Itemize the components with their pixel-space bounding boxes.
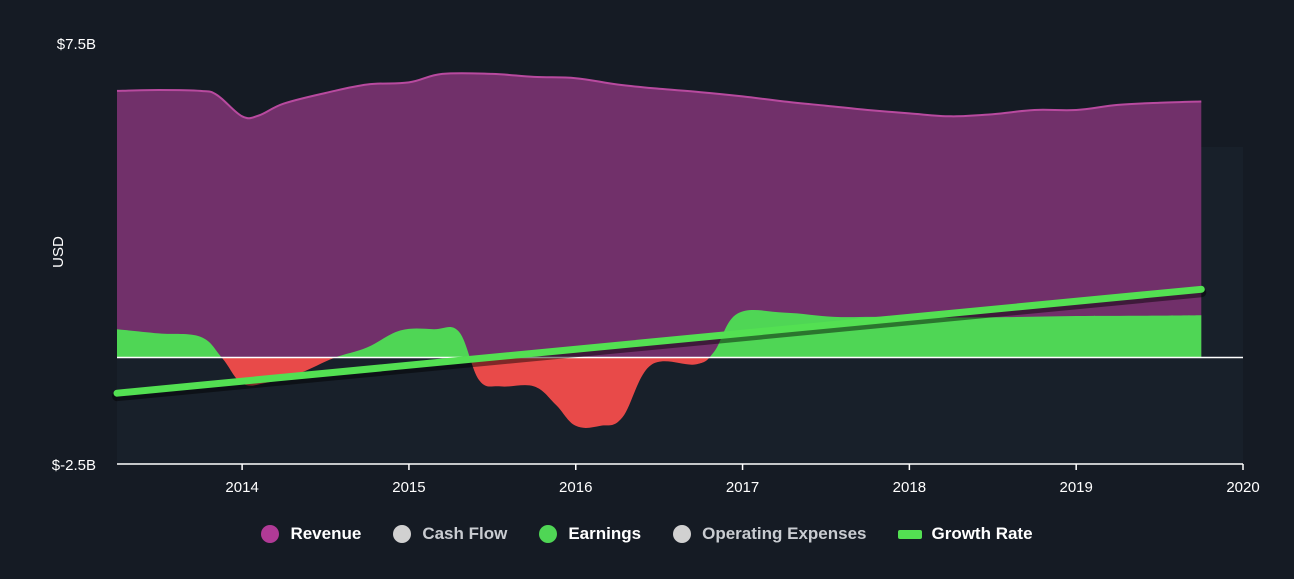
x-tick-label: 2014 (225, 479, 258, 496)
legend-label-cash-flow: Cash Flow (422, 524, 508, 543)
legend-item-earnings[interactable]: Earnings (539, 524, 641, 544)
legend-item-revenue[interactable]: Revenue (261, 524, 361, 544)
revenue-line (116, 72, 1202, 120)
legend-label-growth-rate: Growth Rate (931, 524, 1033, 543)
y-axis-label: USD (50, 236, 67, 268)
x-tick-label: 2018 (893, 479, 926, 496)
chart-plot: 2014 2015 2016 2017 2018 2019 2020 $7.5B $-2.5… (50, 36, 1260, 496)
x-tick-label: 2015 (392, 479, 425, 496)
legend-item-cash-flow[interactable]: Cash Flow (393, 524, 507, 544)
legend-item-operating-expenses[interactable]: Operating Expenses (673, 524, 866, 544)
legend-dot-operating-expenses (673, 525, 692, 543)
legend-label-revenue: Revenue (290, 524, 362, 543)
legend-dot-revenue (261, 525, 280, 543)
y-tick-label-top: $7.5B (57, 36, 96, 53)
legend-dot-cash-flow (393, 525, 412, 543)
revenue-area (117, 73, 1202, 358)
y-tick-label-bottom: $-2.5B (52, 457, 96, 474)
x-tick-label: 2019 (1059, 479, 1092, 496)
legend-label-earnings: Earnings (568, 524, 642, 543)
legend-bar-growth-rate (898, 529, 923, 539)
earnings-positive-area (117, 309, 1202, 358)
x-tick-label: 2020 (1226, 479, 1259, 496)
x-axis-ticks: 2014 2015 2016 2017 2018 2019 2020 (225, 464, 1260, 496)
legend-dot-earnings (539, 525, 558, 543)
x-tick-label: 2016 (559, 479, 592, 496)
chart-legend: Revenue Cash Flow Earnings Operating Exp… (0, 520, 1294, 548)
legend-label-operating-expenses: Operating Expenses (702, 524, 867, 543)
legend-item-growth-rate[interactable]: Growth Rate (898, 524, 1033, 544)
growth-rate-line (113, 285, 1205, 397)
x-tick-label: 2017 (726, 479, 759, 496)
